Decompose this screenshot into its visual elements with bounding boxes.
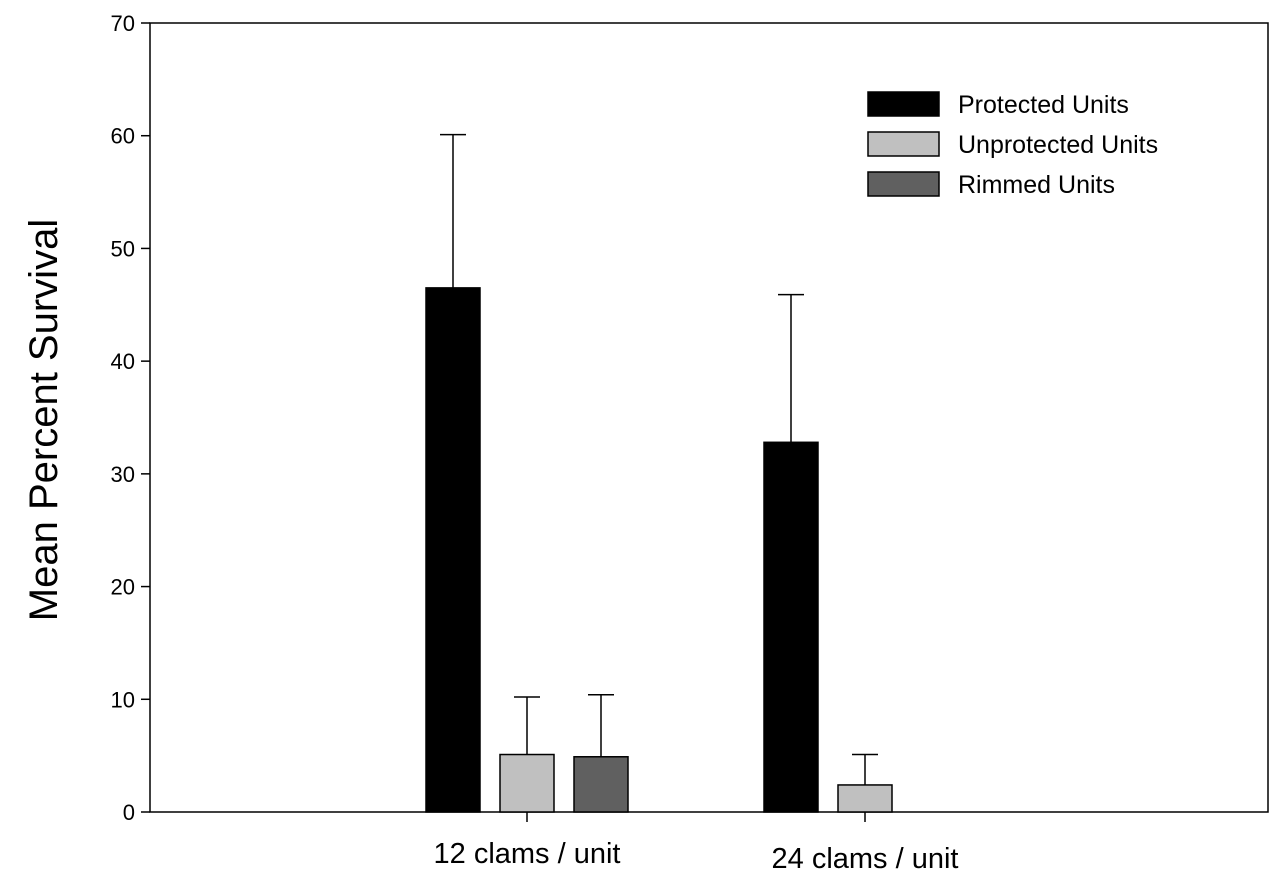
bar-protected-units: [425, 287, 481, 813]
plot-frame: [149, 22, 1269, 813]
y-tick-label: 20: [111, 575, 135, 600]
legend-swatch: [867, 131, 940, 157]
y-tick-label: 50: [111, 236, 135, 261]
y-tick-label: 40: [111, 349, 135, 374]
bar-protected-units: [763, 441, 819, 813]
x-axis: 12 clams / unit 24 clams / unit: [434, 812, 959, 875]
y-axis: 0 10 20 30 40 50 60 70: [111, 11, 150, 825]
legend-swatch: [867, 171, 940, 197]
y-tick-label: 10: [111, 687, 135, 712]
bars: [425, 287, 893, 813]
bar-rimmed-units: [573, 756, 629, 813]
bar-unprotected-units: [837, 784, 893, 813]
y-tick-label: 30: [111, 462, 135, 487]
bar-unprotected-units: [499, 753, 555, 813]
legend-swatch: [867, 91, 940, 117]
error-bars: [440, 133, 878, 785]
legend-label: Protected Units: [958, 91, 1129, 119]
y-tick-label: 0: [123, 800, 135, 825]
y-tick-label: 70: [111, 11, 135, 36]
legend: Protected Units Unprotected Units Rimmed U…: [867, 91, 1158, 199]
plot-area-border: [149, 22, 1269, 813]
legend-label: Rimmed Units: [958, 171, 1115, 199]
x-category-label: 12 clams / unit: [434, 838, 621, 870]
x-category-label: 24 clams / unit: [772, 843, 959, 875]
y-axis-title: Mean Percent Survival: [22, 219, 66, 621]
y-tick-label: 60: [111, 124, 135, 149]
legend-label: Unprotected Units: [958, 131, 1158, 159]
